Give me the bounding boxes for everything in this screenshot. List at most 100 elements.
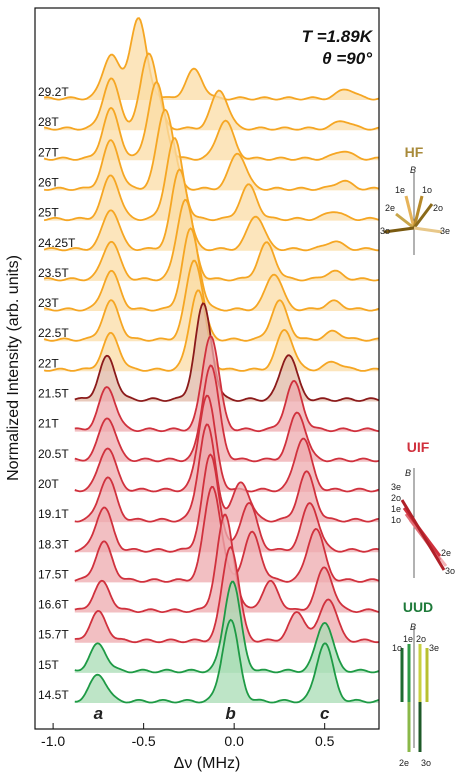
series-line-21.5T	[74, 302, 380, 402]
series-21T: 21T	[38, 335, 380, 433]
series-line-26T	[43, 108, 380, 191]
hf-inset-title: HF	[405, 144, 424, 160]
hf-b-label: B	[410, 165, 416, 175]
angle-annotation: θ =90°	[322, 49, 372, 68]
series-label-20T: 20T	[38, 477, 59, 491]
series-label-21.5T: 21.5T	[38, 387, 69, 401]
series-area-18.3T	[74, 454, 380, 553]
series-area-15.7T	[74, 547, 380, 643]
x-axis-ticks: -1.0 -0.5 0.0 0.5	[41, 723, 335, 749]
series-label-18.3T: 18.3T	[38, 537, 69, 551]
series-27T: 27T	[38, 81, 380, 161]
series-area-26T	[44, 109, 379, 191]
uif-label-1e: 1e	[391, 504, 401, 514]
series-label-23.5T: 23.5T	[38, 266, 69, 280]
series-area-14.5T	[74, 619, 380, 703]
hf-label-3o: 3o	[380, 226, 390, 236]
x-tick-label: 0.5	[315, 733, 335, 749]
hf-inset: HF B 1e 1o 2e 2o 3o 3e	[380, 144, 450, 255]
uud-label-1o: 1o	[392, 643, 402, 653]
peak-label-a: a	[94, 704, 103, 723]
hf-label-1e: 1e	[395, 185, 405, 195]
hf-label-3e: 3e	[440, 226, 450, 236]
uif-label-2o: 2o	[391, 493, 401, 503]
series-28T: 28T	[38, 52, 380, 131]
uif-inset-title: UIF	[407, 439, 430, 455]
series-area-23T	[44, 228, 379, 311]
uif-label-3o: 3o	[445, 566, 455, 576]
uud-label-3e: 3e	[429, 643, 439, 653]
series-label-22.5T: 22.5T	[38, 326, 69, 340]
x-tick-label: -1.0	[41, 733, 65, 749]
series-label-22T: 22T	[38, 356, 59, 370]
series-23.5T: 23.5T	[38, 198, 380, 282]
series-line-20.5T	[74, 364, 380, 463]
uif-b-label: B	[405, 468, 411, 478]
series-line-23T	[44, 227, 380, 312]
series-area-19.1T	[74, 424, 380, 523]
series-line-21T	[74, 335, 380, 433]
series-area-24.25T	[44, 169, 379, 251]
series-label-23T: 23T	[38, 296, 59, 310]
temperature-annotation: T =1.89K	[302, 27, 374, 46]
series-line-14.5T	[74, 618, 380, 704]
series-15.7T: 15.7T	[38, 546, 380, 644]
series-label-14.5T: 14.5T	[38, 688, 69, 702]
uud-label-2o: 2o	[416, 634, 426, 644]
series-label-25T: 25T	[38, 206, 59, 220]
uud-inset-title: UUD	[403, 599, 433, 615]
plot-frame	[34, 7, 380, 730]
x-axis-title: Δν (MHz)	[174, 755, 241, 772]
series-label-27T: 27T	[38, 145, 59, 159]
peak-labels: a b c	[94, 704, 330, 723]
series-line-24.25T	[43, 168, 379, 252]
uud-label-2e: 2e	[399, 758, 409, 768]
uif-label-1o: 1o	[391, 515, 401, 525]
hf-label-1o: 1o	[422, 185, 432, 195]
series-label-15.7T: 15.7T	[38, 628, 69, 642]
uud-label-3o: 3o	[421, 758, 431, 768]
series-24.25T: 24.25T	[38, 168, 379, 252]
series-label-19.1T: 19.1T	[38, 507, 69, 521]
uud-inset: UUD B 1o 1e 2o 3e 2e 3o	[392, 599, 439, 768]
series-line-15.7T	[74, 546, 380, 644]
series-label-16.6T: 16.6T	[38, 598, 69, 612]
series-line-28T	[43, 52, 380, 131]
uif-label-2e: 2e	[441, 548, 451, 558]
series-line-29.2T	[44, 17, 380, 101]
series-label-17.5T: 17.5T	[38, 567, 69, 581]
series-area-25T	[44, 138, 379, 221]
series-label-26T: 26T	[38, 175, 59, 189]
x-tick-label: 0.0	[224, 733, 244, 749]
series-label-20.5T: 20.5T	[38, 447, 69, 461]
series-area-20T	[74, 395, 380, 492]
series-line-15T	[74, 580, 380, 674]
series-line-20T	[74, 394, 380, 493]
series-29.2T: 29.2T	[38, 17, 380, 101]
series-14.5T: 14.5T	[38, 618, 380, 704]
uif-inset: UIF B 3e 2o 1e 1o 2e 3o	[391, 439, 455, 578]
spectra-series: 29.2T 28T 27T 26T 25T 24.25T 23.5T 23T 22.5T 22T 2…	[38, 17, 380, 704]
series-line-27T	[43, 81, 380, 161]
series-label-29.2T: 29.2T	[38, 85, 69, 99]
peak-label-b: b	[225, 704, 235, 723]
series-line-25T	[43, 137, 380, 222]
uud-label-1e: 1e	[403, 634, 413, 644]
series-area-29.2T	[44, 18, 379, 101]
series-22.5T: 22.5T	[38, 259, 380, 342]
peak-label-c: c	[320, 704, 330, 723]
series-17.5T: 17.5T	[38, 485, 380, 583]
series-25T: 25T	[38, 137, 380, 222]
uif-label-3e: 3e	[391, 482, 401, 492]
series-19.1T: 19.1T	[38, 423, 380, 523]
series-20T: 20T	[38, 394, 380, 493]
series-line-22.5T	[43, 259, 380, 342]
x-tick-label: -0.5	[132, 733, 156, 749]
series-26T: 26T	[38, 108, 380, 191]
series-label-15T: 15T	[38, 658, 59, 672]
series-label-28T: 28T	[38, 115, 59, 129]
series-label-24.25T: 24.25T	[38, 236, 76, 250]
series-line-16.6T	[74, 513, 380, 614]
series-line-19.1T	[74, 423, 380, 523]
